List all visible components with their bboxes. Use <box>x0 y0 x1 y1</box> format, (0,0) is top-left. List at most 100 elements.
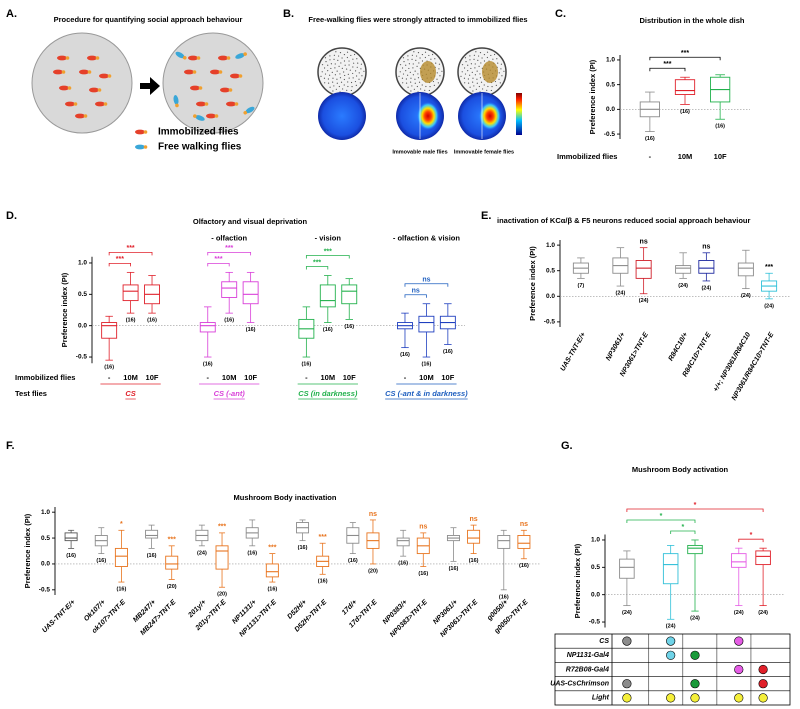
fly-icon <box>243 106 255 115</box>
test-flies-label: CS <box>125 389 135 398</box>
track-dot <box>483 84 485 86</box>
procedure-diagram <box>31 32 264 150</box>
n-label: (16) <box>203 361 213 367</box>
track-dot <box>431 53 434 56</box>
x-tick-label: 10M <box>678 152 693 161</box>
track-dot <box>467 70 469 72</box>
fly-head <box>61 70 66 74</box>
track-dot <box>348 64 350 66</box>
track-dot <box>412 67 414 69</box>
y-tick-label: 1.0 <box>591 537 600 544</box>
y-tick-label: 1.0 <box>78 260 87 267</box>
significance-label: *** <box>116 256 124 263</box>
n-label: (24) <box>701 285 711 291</box>
n-label: (16) <box>348 558 358 564</box>
significance-label: * <box>750 532 753 539</box>
track-dot <box>339 77 342 79</box>
track-dot <box>409 71 411 74</box>
condition-marker <box>666 693 676 703</box>
fly-icon <box>173 95 179 108</box>
track-dot <box>351 86 353 88</box>
track-dot <box>403 61 405 63</box>
x-tick-label: 10M <box>321 373 336 382</box>
panel-label: C. <box>555 8 566 20</box>
n-label: (20) <box>368 568 378 574</box>
track-dot <box>356 66 358 68</box>
significance-label: * <box>120 521 123 528</box>
fly-body <box>210 69 220 75</box>
n-label: (16) <box>680 109 690 115</box>
fly-head <box>67 86 72 90</box>
track-dot <box>408 63 410 65</box>
fly-head <box>238 74 243 78</box>
fly-head <box>65 56 70 60</box>
track-dot <box>324 82 326 84</box>
row-label: Test flies <box>15 389 47 398</box>
track-cluster <box>420 61 436 83</box>
track-dot <box>336 82 338 84</box>
box <box>619 558 635 579</box>
track-dot <box>334 67 336 69</box>
fly-icon <box>95 101 108 107</box>
y-tick-label: 1.0 <box>546 242 555 249</box>
x-tick-label: NP3061/R84C10>TNT-E <box>731 331 776 402</box>
n-label: (16) <box>344 324 354 330</box>
track-dot <box>418 62 420 64</box>
track-dot <box>500 68 502 70</box>
condition-marker <box>734 636 744 646</box>
track-dot <box>353 53 356 56</box>
n-label: (24) <box>741 293 751 299</box>
track-dot <box>474 63 476 65</box>
fly-head <box>226 56 231 60</box>
track-dot <box>356 58 358 60</box>
fly-icon <box>59 85 72 91</box>
track-dot <box>329 55 331 57</box>
group-subtitle: - vision <box>315 234 342 243</box>
x-tick-label: - <box>404 373 407 382</box>
fly-head <box>143 130 148 134</box>
track-dot <box>495 84 497 86</box>
track-dot <box>327 78 329 80</box>
track-dot <box>333 54 335 56</box>
box <box>215 545 229 570</box>
box <box>221 281 238 298</box>
n-label: (16) <box>247 550 257 556</box>
y-tick-label: 0.0 <box>41 561 50 568</box>
track-dot <box>350 81 353 84</box>
track-dot <box>429 86 431 88</box>
fly-head <box>218 70 223 74</box>
n-label: (16) <box>66 553 76 559</box>
fly-body <box>190 85 200 91</box>
track-dot <box>408 67 410 70</box>
n-label: (16) <box>398 561 408 567</box>
track-dot <box>343 78 345 81</box>
track-dot <box>472 90 474 92</box>
track-dot <box>337 59 339 61</box>
y-tick-label: 0.5 <box>78 291 87 298</box>
track-dot <box>421 84 423 86</box>
significance-label: *** <box>126 245 134 252</box>
y-tick-label: -0.5 <box>544 319 556 326</box>
fly-head <box>198 86 203 90</box>
row-label: Immobilized flies <box>557 152 617 161</box>
track-dot <box>481 57 483 59</box>
y-tick-label: 0.0 <box>591 591 600 598</box>
track-dot <box>337 55 340 57</box>
fly-icon <box>57 55 70 61</box>
significance-label: ns <box>412 288 420 295</box>
track-dot <box>412 74 414 76</box>
significance-label: *** <box>324 248 332 255</box>
n-label: (16) <box>96 558 106 564</box>
chart-title: Mushroom Body activation <box>632 465 729 474</box>
n-label: (24) <box>734 610 744 616</box>
track-dot <box>419 57 421 59</box>
n-label: (16) <box>469 558 479 564</box>
track-dot <box>469 74 471 76</box>
track-dot <box>401 67 404 69</box>
track-dot <box>415 55 418 57</box>
caption: Immovable female flies <box>454 149 514 155</box>
fly-icon <box>135 129 148 135</box>
y-axis-label: Preference index (PI) <box>528 246 537 321</box>
track-dot <box>469 86 471 88</box>
